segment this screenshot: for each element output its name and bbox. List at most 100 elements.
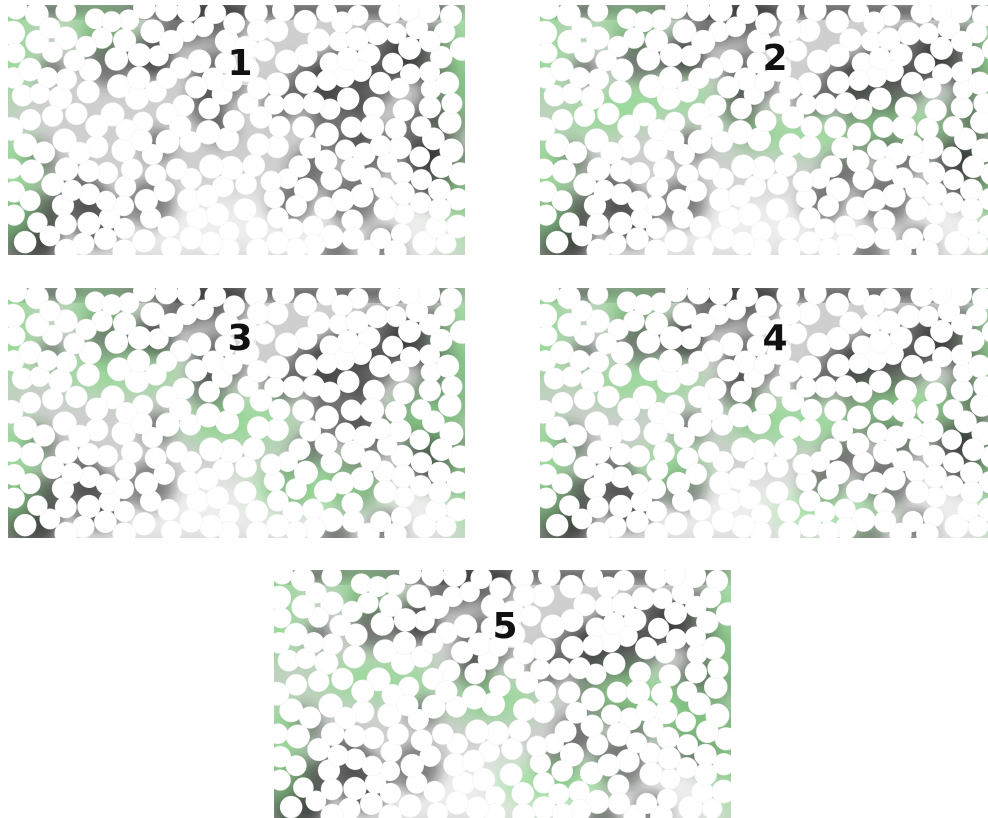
particle <box>462 685 487 710</box>
particle <box>611 592 635 616</box>
particle <box>688 350 710 372</box>
particle <box>913 52 936 74</box>
particle <box>892 450 914 472</box>
particle <box>696 720 719 744</box>
particle <box>291 594 316 619</box>
particle <box>696 610 719 634</box>
particle <box>665 288 688 303</box>
particle <box>905 197 929 221</box>
particle <box>120 158 143 181</box>
particle <box>869 87 892 110</box>
particle <box>501 738 523 760</box>
particle <box>385 305 407 327</box>
particle <box>233 480 257 504</box>
particle <box>266 514 290 538</box>
particle <box>632 385 657 410</box>
particles <box>8 288 465 538</box>
particle <box>282 92 305 116</box>
particle <box>644 239 668 255</box>
particle <box>253 323 276 345</box>
particle <box>568 657 591 680</box>
particle <box>199 231 223 255</box>
particle <box>140 302 165 327</box>
particle <box>817 238 840 255</box>
particle <box>373 480 397 504</box>
panel: 5 <box>274 570 731 818</box>
particle <box>573 172 597 197</box>
particle <box>571 225 593 247</box>
panel-label: 3 <box>227 318 252 359</box>
particle <box>777 238 801 255</box>
particle <box>302 92 325 115</box>
particle <box>728 403 753 428</box>
panel-content <box>8 288 465 538</box>
particle <box>156 67 178 89</box>
particle <box>941 429 963 451</box>
particle <box>814 375 837 399</box>
particle <box>512 698 536 722</box>
particle <box>132 229 156 253</box>
particle <box>779 19 802 42</box>
particle <box>271 5 295 22</box>
particle <box>824 399 847 422</box>
particle <box>526 735 548 758</box>
particle <box>223 12 245 35</box>
particle <box>617 397 641 421</box>
particle <box>960 480 984 504</box>
particle <box>973 375 988 397</box>
particle <box>676 681 698 702</box>
particle <box>450 641 474 664</box>
particle <box>665 5 688 20</box>
particle <box>625 679 651 705</box>
particle <box>704 675 728 699</box>
particle <box>268 115 291 138</box>
particle <box>196 403 221 428</box>
particle <box>737 485 762 510</box>
particle <box>530 659 551 680</box>
particle <box>441 375 463 397</box>
particle <box>645 195 667 217</box>
particle <box>337 87 360 110</box>
particle <box>198 380 220 403</box>
particle <box>767 173 789 195</box>
particle <box>534 680 557 703</box>
particle <box>327 744 349 767</box>
particle <box>112 239 136 255</box>
particle <box>205 202 230 227</box>
particle <box>127 326 152 350</box>
particle <box>846 149 870 173</box>
particle <box>430 328 453 352</box>
particle <box>564 424 588 447</box>
particle <box>388 360 410 382</box>
particle <box>127 43 152 67</box>
particle <box>19 391 42 414</box>
particle <box>379 782 402 805</box>
particle <box>558 681 581 704</box>
particle <box>803 5 827 22</box>
particle <box>134 188 158 213</box>
particle <box>730 97 752 120</box>
particle <box>488 674 511 697</box>
particle <box>962 328 985 352</box>
particle <box>981 321 988 343</box>
particle <box>176 288 201 306</box>
particle <box>54 496 77 519</box>
particle <box>692 237 715 255</box>
particle <box>156 350 178 372</box>
particle <box>63 332 85 355</box>
particle <box>204 5 227 24</box>
particle <box>39 225 61 247</box>
particle <box>687 288 710 305</box>
particle <box>633 11 655 33</box>
particle <box>331 188 355 212</box>
particle <box>274 769 291 791</box>
particle <box>540 20 558 46</box>
particle <box>292 116 315 139</box>
particle <box>781 389 805 412</box>
particle <box>245 216 269 240</box>
particle <box>557 29 582 54</box>
particle <box>877 27 901 51</box>
particle <box>825 292 850 317</box>
particle <box>942 399 964 420</box>
particles <box>274 570 731 818</box>
